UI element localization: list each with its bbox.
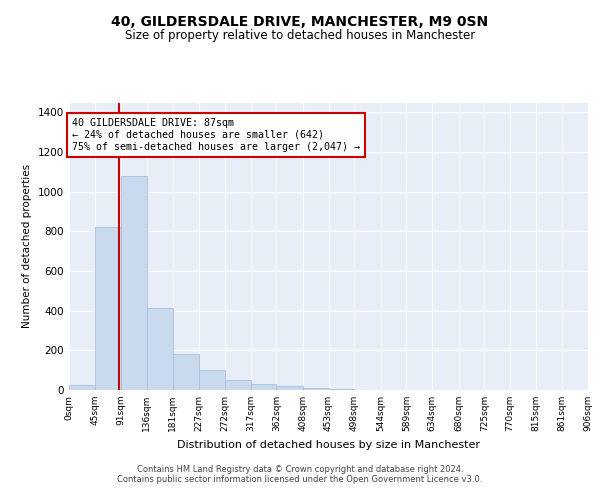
- Bar: [69, 385, 95, 390]
- Text: Contains public sector information licensed under the Open Government Licence v3: Contains public sector information licen…: [118, 476, 482, 484]
- Text: Contains HM Land Registry data © Crown copyright and database right 2024.: Contains HM Land Registry data © Crown c…: [137, 466, 463, 474]
- Bar: [277, 386, 303, 390]
- X-axis label: Distribution of detached houses by size in Manchester: Distribution of detached houses by size …: [177, 440, 480, 450]
- Y-axis label: Number of detached properties: Number of detached properties: [22, 164, 32, 328]
- Text: 40, GILDERSDALE DRIVE, MANCHESTER, M9 0SN: 40, GILDERSDALE DRIVE, MANCHESTER, M9 0S…: [112, 16, 488, 30]
- Bar: [173, 354, 199, 390]
- Bar: [303, 388, 329, 390]
- Bar: [95, 228, 121, 390]
- Bar: [199, 370, 225, 390]
- Bar: [147, 308, 173, 390]
- Text: Size of property relative to detached houses in Manchester: Size of property relative to detached ho…: [125, 28, 475, 42]
- Bar: [329, 389, 354, 390]
- Bar: [225, 380, 251, 390]
- Bar: [121, 176, 147, 390]
- Bar: [251, 384, 277, 390]
- Text: 40 GILDERSDALE DRIVE: 87sqm
← 24% of detached houses are smaller (642)
75% of se: 40 GILDERSDALE DRIVE: 87sqm ← 24% of det…: [72, 118, 360, 152]
